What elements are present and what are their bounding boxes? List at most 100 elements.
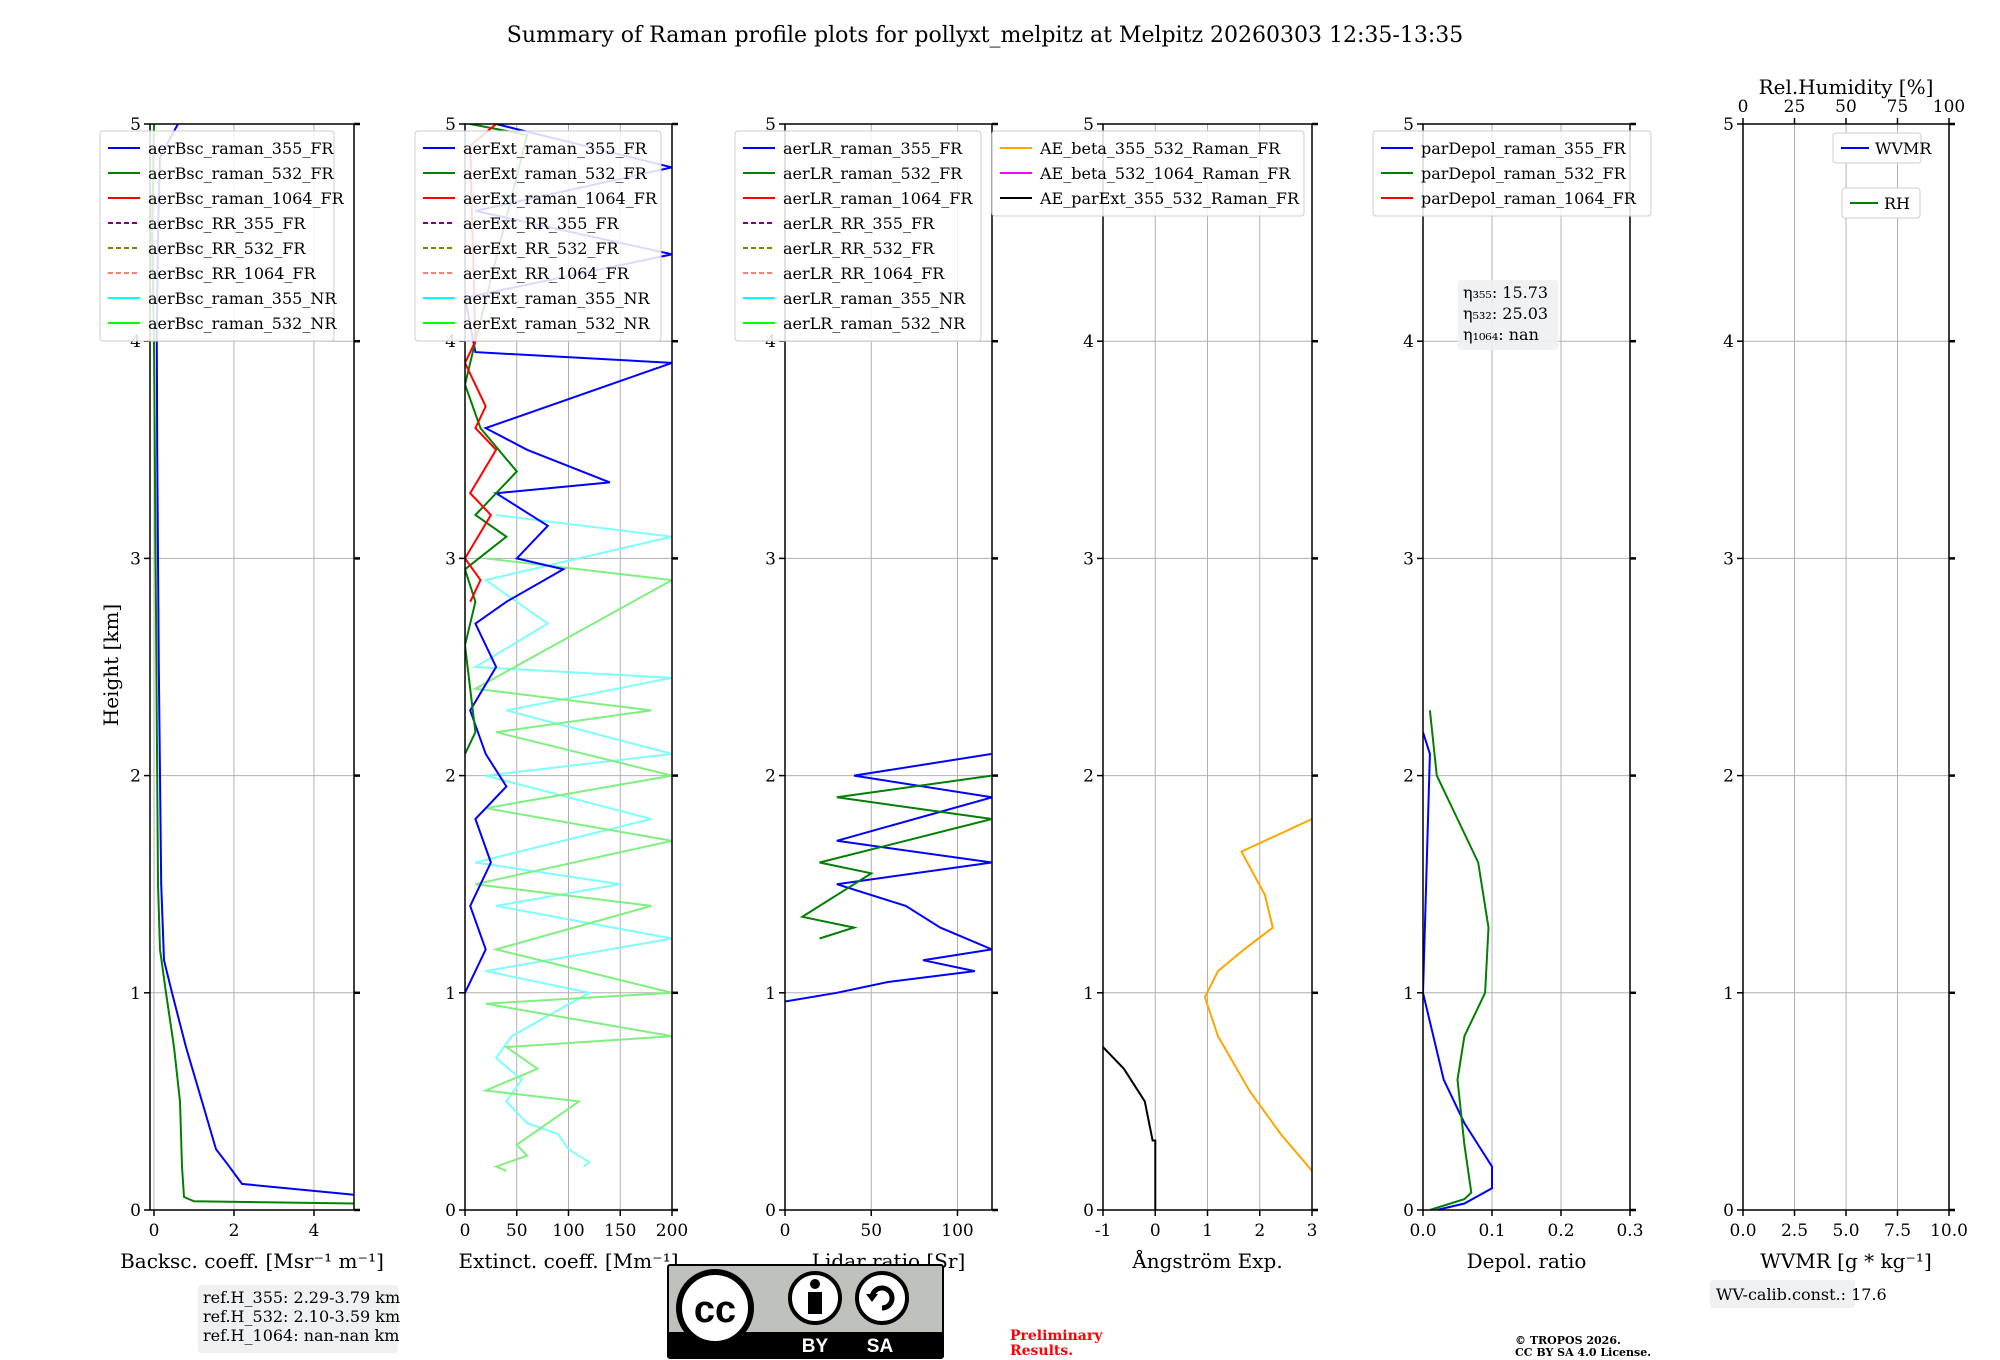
x-tick-label: -1	[1095, 1221, 1112, 1241]
series-line-AE_beta_355_532_Raman_FR	[1203, 818, 1312, 1172]
y-tick-label: 2	[765, 767, 776, 787]
copyright-line-1: © TROPOS 2026.	[1515, 1334, 1621, 1347]
copyright-line-2: CC BY SA 4.0 License.	[1515, 1346, 1651, 1359]
wv-calib-text: WV-calib.const.: 17.6	[1716, 1285, 1887, 1304]
legend-label: aerBsc_RR_355_FR	[148, 214, 306, 233]
x-axis-label: Depol. ratio	[1467, 1249, 1587, 1273]
ref-height-text: ref.H_1064: nan-nan km	[203, 1326, 399, 1345]
preliminary-line-2: Results.	[1010, 1343, 1073, 1359]
x-tick-label: 2	[229, 1221, 240, 1241]
legend-label: WVMR	[1875, 139, 1932, 158]
x-tick-label: 2	[1254, 1221, 1265, 1241]
y-tick-label: 1	[1403, 984, 1414, 1004]
panel-ext: 0 50 100 150 200 0 1 2 3 4 5 Extinct. coeff. [Mm⁻¹]…	[414, 115, 688, 1273]
legend-label: RH	[1884, 194, 1910, 213]
legend-label: aerLR_raman_532_FR	[783, 164, 963, 183]
eta-text: η₅₃₂: 25.03	[1463, 304, 1548, 323]
axes-frame	[1422, 123, 1631, 1211]
x-tick-label: 0	[780, 1221, 791, 1241]
y-tick-label: 4	[1723, 332, 1734, 352]
legend-label: AE_parExt_355_532_Raman_FR	[1039, 189, 1300, 208]
y-tick-label: 2	[445, 767, 456, 787]
x-tick-label: 150	[604, 1221, 636, 1241]
series-line-aerLR_raman_532_FR	[799, 774, 992, 940]
legend-label: aerLR_RR_355_FR	[783, 214, 935, 233]
series-line-parDepol_raman_355_FR	[1423, 731, 1493, 1210]
x-axis-label: Backsc. coeff. [Msr⁻¹ m⁻¹]	[120, 1249, 384, 1273]
legend-label: aerBsc_raman_1064_FR	[148, 189, 345, 208]
y-tick-label: 2	[130, 767, 141, 787]
x-tick-label: 0.0	[1729, 1221, 1756, 1241]
legend-label: aerExt_RR_355_FR	[463, 214, 620, 233]
x-tick-label: 5.0	[1832, 1221, 1859, 1241]
series-line-aerBsc_raman_532_FR	[150, 124, 354, 1205]
y-tick-label: 5	[130, 115, 141, 135]
legend-label: aerBsc_raman_355_NR	[148, 289, 337, 308]
top-x-tick-label: 50	[1835, 97, 1857, 117]
x-tick-label: 0.2	[1547, 1221, 1574, 1241]
x-tick-label: 10.0	[1930, 1221, 1968, 1241]
panel-wv: 0.0 2.5 5.0 7.5 10.0 0 1 2 3 4 5 WVMR [g * kg⁻¹] 0 25…	[1710, 75, 1968, 1308]
y-tick-label: 0	[1083, 1201, 1094, 1221]
cc-license-logo: cc BY SA	[667, 1264, 944, 1359]
y-tick-label: 5	[445, 115, 456, 135]
ref-height-text: ref.H_532: 2.10-3.59 km	[203, 1307, 400, 1326]
y-tick-label: 0	[445, 1201, 456, 1221]
legend-label: aerExt_raman_1064_FR	[463, 189, 658, 208]
y-tick-label: 3	[130, 549, 141, 569]
cc-by-text: BY	[802, 1336, 829, 1357]
eta-text: η₃₅₅: 15.73	[1463, 283, 1548, 302]
top-x-tick-label: 100	[1933, 97, 1965, 117]
eta-box	[1458, 280, 1558, 350]
y-tick-label: 0	[765, 1201, 776, 1221]
x-tick-label: 100	[552, 1221, 584, 1241]
y-tick-label: 4	[1403, 332, 1414, 352]
legend-label: aerBsc_RR_1064_FR	[148, 264, 317, 283]
legend-label: aerBsc_raman_532_NR	[148, 314, 337, 333]
x-tick-label: 0	[149, 1221, 160, 1241]
y-tick-label: 1	[130, 984, 141, 1004]
cc-sa-text: SA	[867, 1336, 894, 1357]
y-tick-label: 3	[765, 549, 776, 569]
preliminary-line-1: Preliminary	[1010, 1328, 1103, 1344]
top-x-tick-label: 25	[1784, 97, 1806, 117]
legend-label: aerBsc_raman_355_FR	[148, 139, 334, 158]
panel-bsc: 0 2 4 0 1 2 3 4 5 Backsc. coeff. [Msr⁻¹ m⁻¹] aerBs…	[99, 115, 400, 1353]
y-tick-label: 1	[1723, 984, 1734, 1004]
y-tick-label: 5	[1723, 115, 1734, 135]
x-tick-label: 200	[656, 1221, 688, 1241]
legend-box	[991, 130, 1305, 217]
y-tick-label: 3	[445, 549, 456, 569]
legend-label: parDepol_raman_355_FR	[1421, 139, 1627, 158]
y-tick-label: 3	[1403, 549, 1414, 569]
y-tick-label: 1	[765, 984, 776, 1004]
y-tick-label: 0	[130, 1201, 141, 1221]
y-tick-label: 5	[1083, 115, 1094, 135]
legend-label: AE_beta_532_1064_Raman_FR	[1039, 164, 1291, 183]
legend-label: aerExt_raman_532_FR	[463, 164, 648, 183]
legend-label: aerExt_raman_355_NR	[463, 289, 651, 308]
x-tick-label: 0	[1150, 1221, 1161, 1241]
chart-title: Summary of Raman profile plots for polly…	[507, 23, 1464, 48]
y-tick-label: 4	[445, 332, 456, 352]
ref-height-box	[198, 1285, 398, 1353]
x-axis-label: Ångström Exp.	[1131, 1248, 1282, 1273]
legend-label: aerBsc_raman_532_FR	[148, 164, 334, 183]
x-tick-label: 0.3	[1616, 1221, 1643, 1241]
eta-text: η₁₀₆₄: nan	[1463, 325, 1539, 344]
y-tick-label: 3	[1723, 549, 1734, 569]
legend-label: aerLR_raman_532_NR	[783, 314, 966, 333]
legend-label: aerExt_RR_532_FR	[463, 239, 620, 258]
y-tick-label: 5	[1403, 115, 1414, 135]
x-tick-label: 1	[1202, 1221, 1213, 1241]
legend-box	[1832, 132, 1922, 164]
sa-icon	[855, 1271, 909, 1325]
legend-label: AE_beta_355_532_Raman_FR	[1039, 139, 1281, 158]
x-tick-label: 2.5	[1781, 1221, 1808, 1241]
ref-height-text: ref.H_355: 2.29-3.79 km	[203, 1288, 400, 1307]
y-tick-label: 1	[1083, 984, 1094, 1004]
y-tick-label: 4	[765, 332, 776, 352]
y-tick-label: 2	[1723, 767, 1734, 787]
